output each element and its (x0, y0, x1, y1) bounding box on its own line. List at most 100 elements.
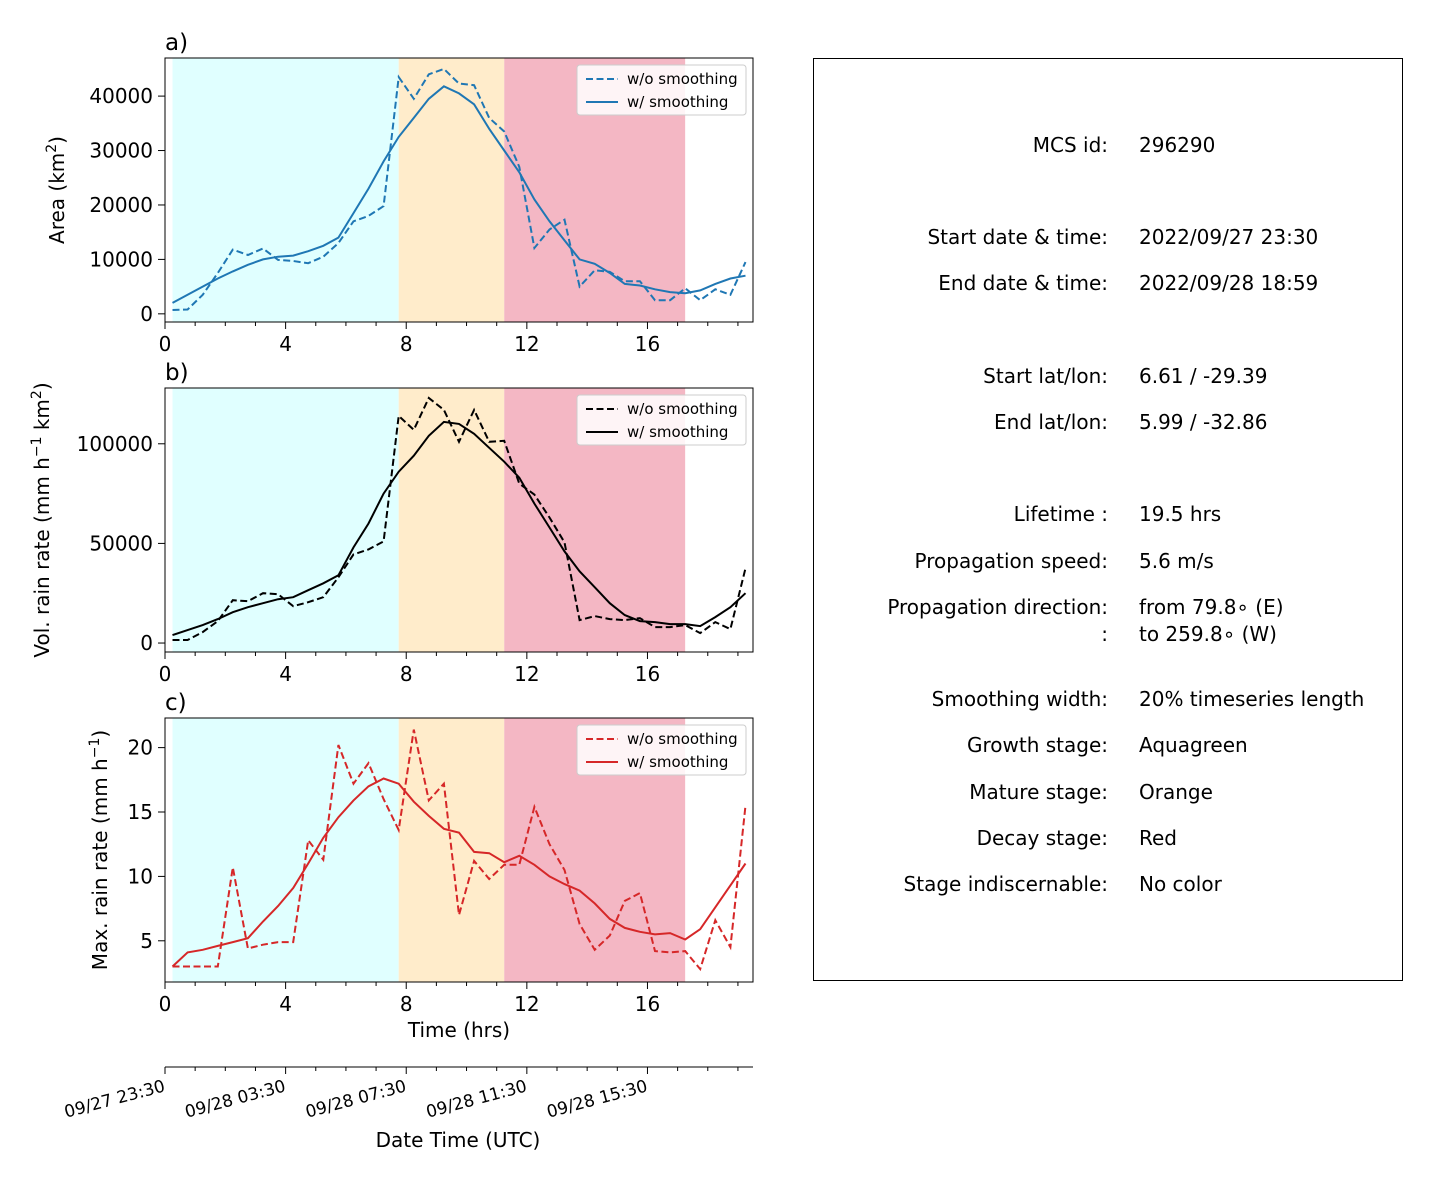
x-tick-label: 0 (159, 332, 172, 356)
info-row-decay-stage: Decay stage: Red (814, 826, 1404, 850)
info-value: to 259.8∘ (W) (1139, 622, 1277, 646)
y-axis-label-text: Vol. rain rate (mm h (30, 457, 54, 658)
info-key: Stage indiscernable: (903, 872, 1108, 896)
panel-1: 0 4 8 12 16 0 10000 20000 30000 40000 a) Area (km2)… (44, 30, 754, 356)
x-axis-label: Time (hrs) (407, 1018, 510, 1042)
info-row-mature-stage: Mature stage: Orange (814, 780, 1404, 804)
stage-span-growth (172, 388, 399, 652)
y-tick-label: 40000 (89, 84, 153, 108)
y-axis-label-superscript: 2 (29, 390, 45, 399)
info-key: Start lat/lon: (983, 364, 1108, 388)
info-value: Orange (1139, 780, 1213, 804)
series-raw-line (172, 729, 747, 972)
legend-label-smoothed: w/ smoothing (627, 753, 728, 771)
y-tick-label: 0 (140, 302, 153, 326)
info-value: 2022/09/28 18:59 (1139, 271, 1319, 295)
info-key: End lat/lon: (994, 410, 1108, 434)
y-tick-label: 0 (140, 631, 153, 655)
x-tick-label: 8 (400, 332, 413, 356)
series-raw-line (172, 396, 747, 641)
info-row-smoothing-width: Smoothing width: 20% timeseries length (814, 687, 1404, 711)
info-row-start-time: Start date & time: 2022/09/27 23:30 (814, 225, 1404, 249)
legend-box (576, 724, 747, 776)
legend-label-raw: w/o smoothing (627, 400, 738, 418)
info-value: 19.5 hrs (1139, 502, 1222, 526)
date-tick-label: 09/27 23:30 (62, 1077, 167, 1123)
info-key: Start date & time: (927, 225, 1108, 249)
y-axis-label-superscript: 2 (44, 144, 60, 153)
info-row-propagation-direction-to: : to 259.8∘ (W) (814, 622, 1404, 646)
panel-label: a) (165, 30, 188, 56)
y-tick-label: 50000 (89, 531, 153, 555)
info-row-growth-stage: Growth stage: Aquagreen (814, 733, 1404, 757)
x-tick-label: 12 (514, 662, 539, 686)
date-tick-label: 09/28 07:30 (303, 1077, 408, 1123)
info-value: 5.99 / -32.86 (1139, 410, 1268, 434)
y-axis-label-text: Max. rain rate (mm h (88, 758, 112, 970)
stage-span-mature (398, 58, 505, 322)
legend-label-raw: w/o smoothing (627, 730, 738, 748)
series-smoothed-line (171, 777, 747, 968)
info-row-end-time: End date & time: 2022/09/28 18:59 (814, 271, 1404, 295)
axes-frame (164, 717, 754, 983)
y-axis-label-superscript: −1 (29, 437, 45, 458)
y-tick-label: 15 (128, 800, 153, 824)
x-tick-label: 0 (159, 662, 172, 686)
y-axis-label-text: ) (88, 730, 112, 738)
y-axis-label-text: ) (30, 382, 54, 390)
info-value: 6.61 / -29.39 (1139, 364, 1268, 388)
info-value: Red (1139, 826, 1177, 850)
y-axis-label-text: Area (km (45, 153, 69, 244)
info-row-stage-indiscernable: Stage indiscernable: No color (814, 872, 1404, 896)
info-row-propagation-direction: Propagation direction: from 79.8∘ (E) (814, 595, 1404, 619)
info-key: Propagation direction: (887, 595, 1108, 619)
panel-2: 0 4 8 12 16 0 50000 100000 b) Vol. rain rate (mm … (29, 360, 754, 686)
y-axis-label: Area (km2) (44, 136, 69, 244)
date-axis: 09/27 23:30 09/28 03:30 09/28 07:30 09/28 1… (62, 1066, 753, 1152)
legend: w/o smoothing w/ smoothing (576, 724, 747, 776)
legend-label-raw: w/o smoothing (627, 70, 738, 88)
series-smoothed-line (172, 420, 747, 637)
axes-frame (164, 387, 754, 653)
y-tick-label: 10000 (89, 247, 153, 271)
info-row-propagation-speed: Propagation speed: 5.6 m/s (814, 549, 1404, 573)
y-tick-label: 30000 (89, 139, 153, 163)
date-tick-label: 09/28 03:30 (183, 1077, 288, 1123)
x-tick-label: 16 (635, 662, 660, 686)
info-row-end-latlon: End lat/lon: 5.99 / -32.86 (814, 410, 1404, 434)
info-value: 2022/09/27 23:30 (1139, 225, 1319, 249)
y-axis-label-superscript: −1 (87, 738, 103, 759)
x-tick-label: 12 (514, 992, 539, 1016)
series-smoothed-line (172, 85, 746, 304)
stage-span-growth (172, 718, 399, 982)
legend: w/o smoothing w/ smoothing (576, 64, 747, 116)
info-key: End date & time: (938, 271, 1108, 295)
series-raw-line (172, 67, 747, 311)
y-tick-label: 20000 (89, 193, 153, 217)
y-tick-label: 100000 (77, 432, 153, 456)
info-key: Propagation speed: (914, 549, 1108, 573)
x-tick-label: 4 (279, 332, 292, 356)
x-tick-label: 8 (400, 662, 413, 686)
y-axis-label-text: ) (45, 136, 69, 144)
legend-box (576, 64, 747, 116)
info-row-lifetime: Lifetime : 19.5 hrs (814, 502, 1404, 526)
x-tick-label: 4 (279, 662, 292, 686)
date-tick-label: 09/28 11:30 (424, 1077, 529, 1123)
info-key: Lifetime : (1013, 502, 1108, 526)
info-key: MCS id: (1032, 133, 1108, 157)
x-tick-label: 4 (279, 992, 292, 1016)
axes-frame (164, 57, 754, 323)
panel-label: c) (165, 690, 187, 716)
info-value: 20% timeseries length (1139, 687, 1365, 711)
info-key: Mature stage: (969, 780, 1108, 804)
x-tick-label: 16 (635, 992, 660, 1016)
stage-span-growth (172, 58, 399, 322)
y-axis-label: Vol. rain rate (mm h−1 km2) (29, 382, 54, 657)
info-row-mcs-id: MCS id: 296290 (814, 133, 1404, 157)
info-value: 296290 (1139, 133, 1216, 157)
info-panel: MCS id: 296290 Start date & time: 2022/0… (813, 58, 1403, 981)
info-value: Aquagreen (1139, 733, 1248, 757)
legend-label-smoothed: w/ smoothing (627, 423, 728, 441)
